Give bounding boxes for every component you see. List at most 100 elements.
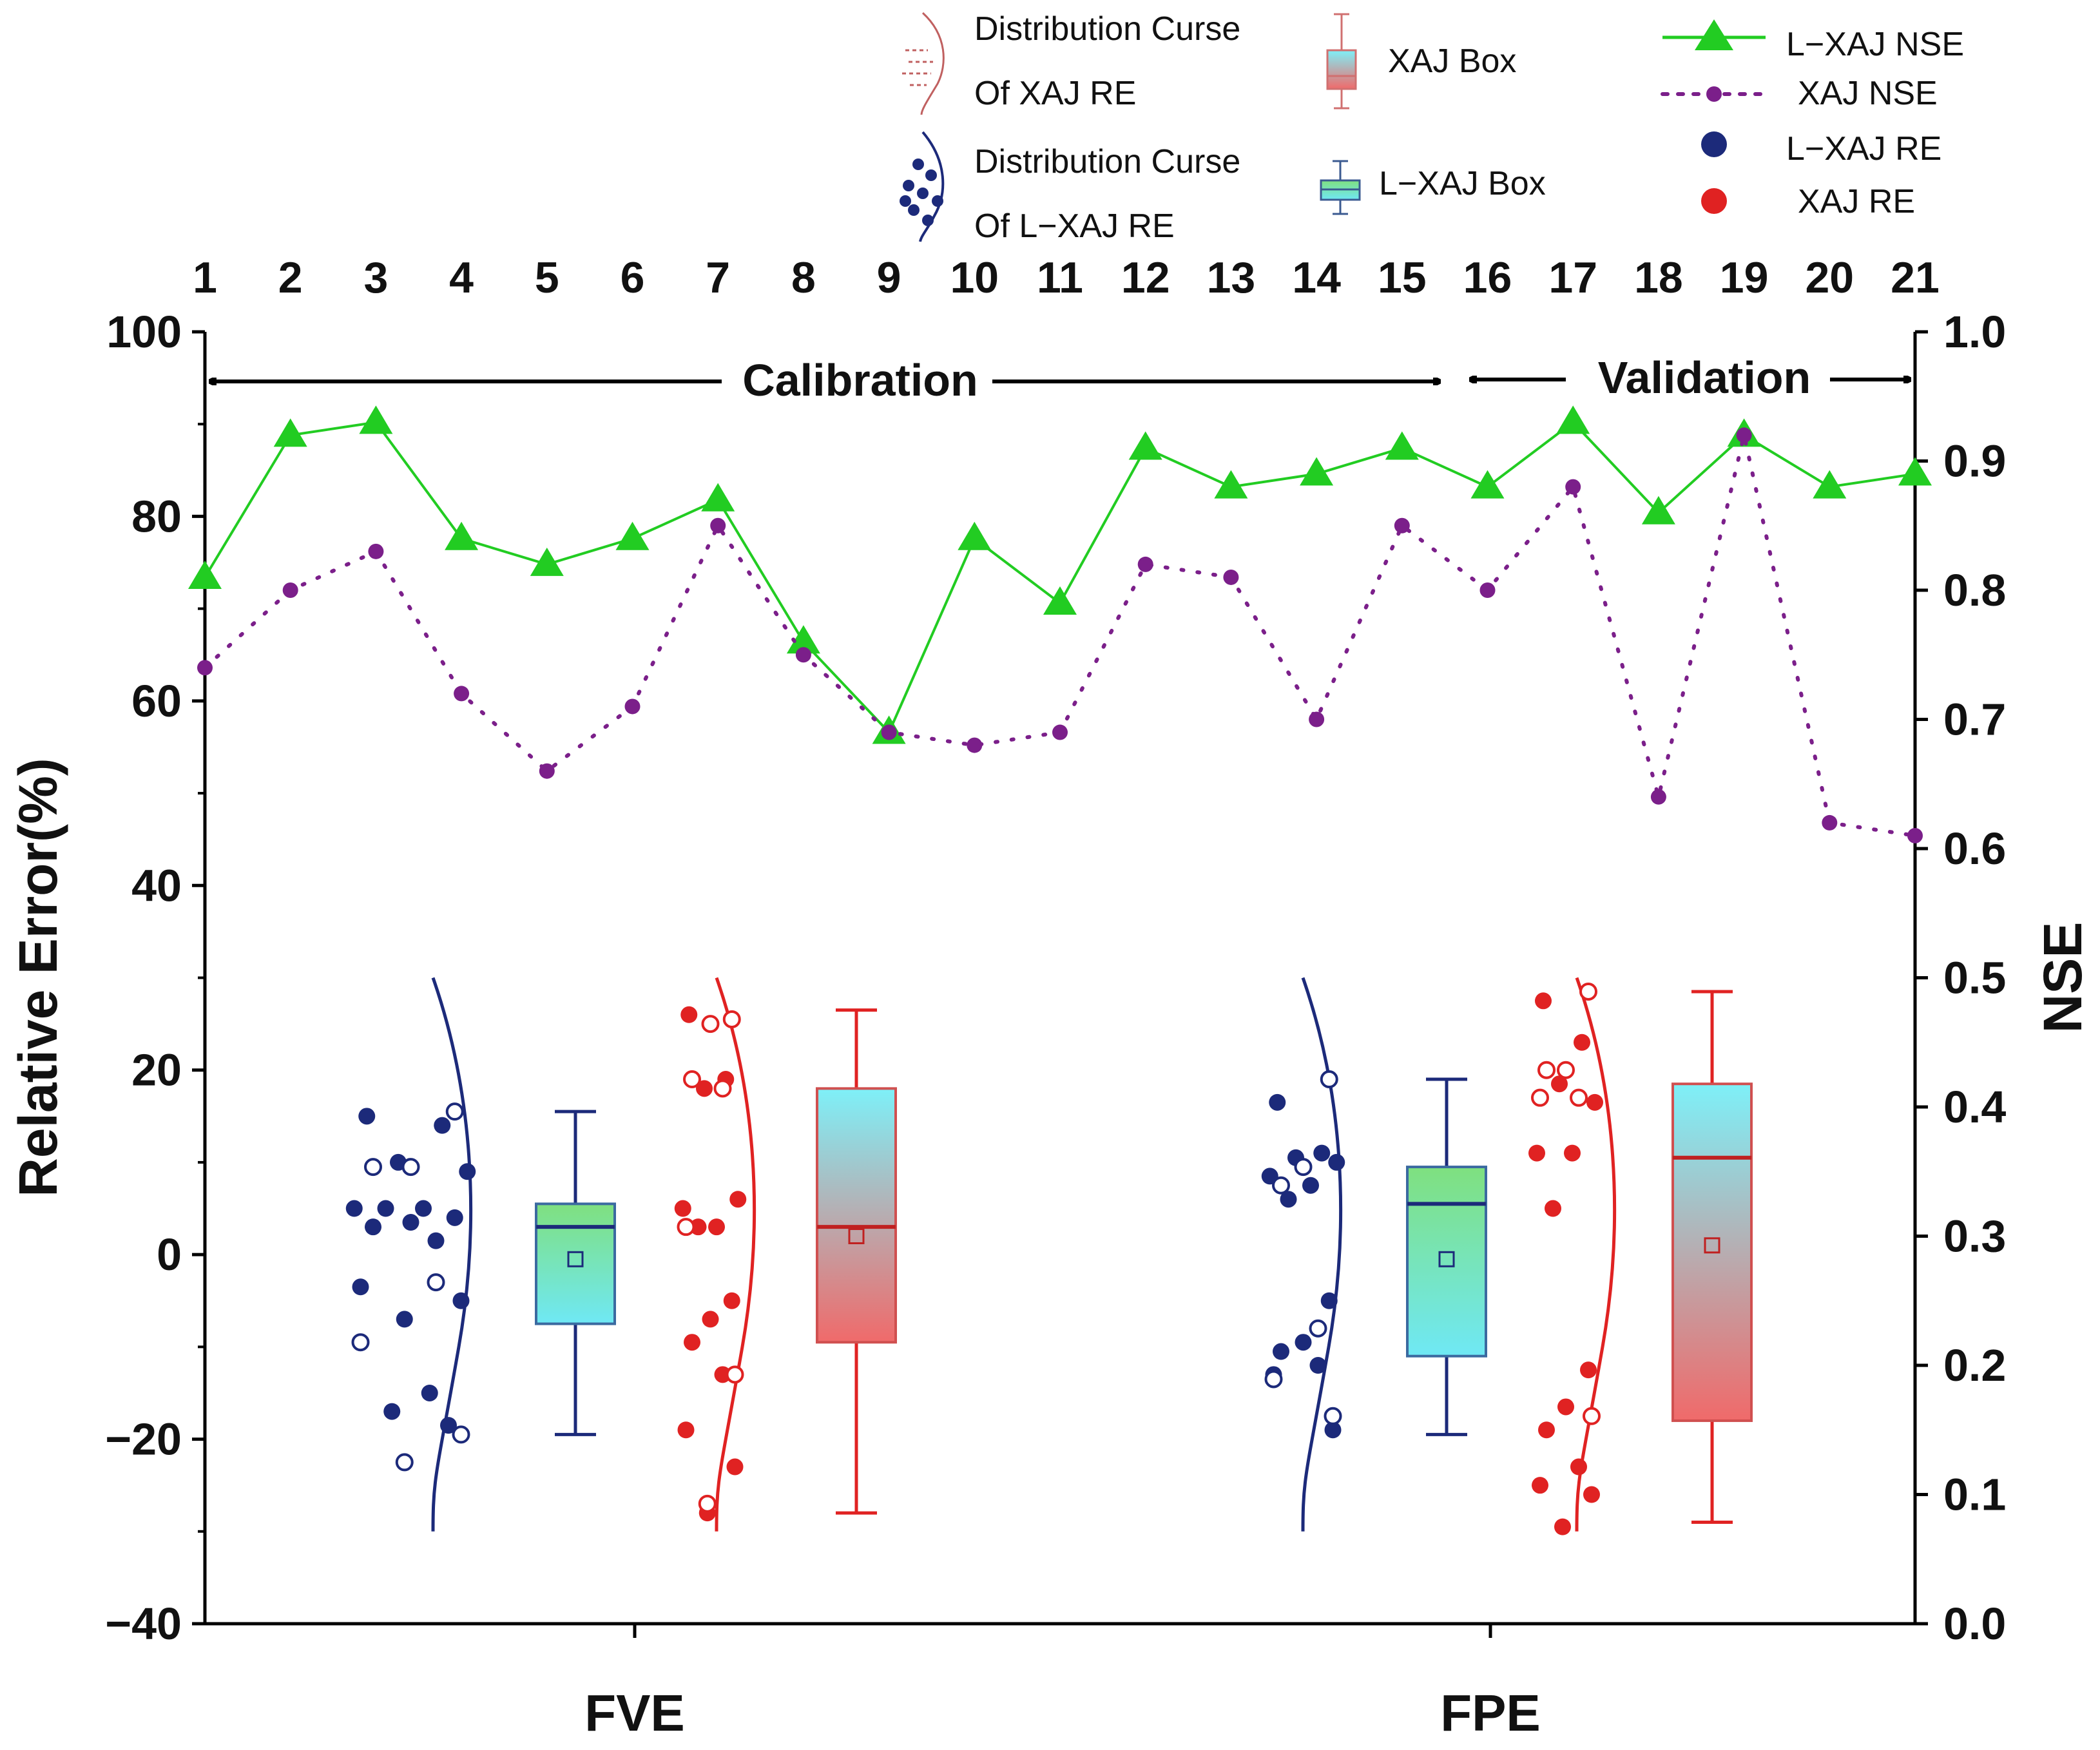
right-tick-label: 1.0 — [1943, 307, 2006, 357]
fve-lxaj-re-open-point — [445, 1102, 464, 1121]
top-tick-label: 1 — [193, 253, 217, 302]
top-tick-label: 3 — [363, 253, 388, 302]
bottom-category-label: FVE — [584, 1684, 685, 1742]
fpe-xaj-re-open-point — [1583, 1407, 1601, 1425]
period-annotation: Calibration Validation — [210, 352, 1910, 405]
fpe-lxaj-re-open-point — [1294, 1158, 1313, 1177]
top-tick-label: 18 — [1634, 253, 1683, 302]
fve-lxaj-re-point — [434, 1117, 451, 1134]
fve-lxaj-re-open-point — [364, 1158, 382, 1177]
fpe-xaj-re-point — [1551, 1075, 1568, 1093]
lxaj-nse-point — [701, 483, 735, 512]
left-tick-label: 20 — [131, 1045, 182, 1095]
legend-dist-xaj-line1: Distribution Curse — [974, 10, 1240, 48]
fve-lxaj-re-open-point — [395, 1453, 414, 1472]
top-tick-label: 8 — [791, 253, 816, 302]
fve-xaj-re-open-point — [722, 1010, 741, 1028]
lxaj-nse-point — [530, 547, 564, 576]
right-tick-label: 0.1 — [1943, 1470, 2006, 1520]
fve-lxaj-mean-marker — [567, 1251, 584, 1267]
fve-xaj-re-point — [723, 1292, 740, 1309]
top-tick-label: 5 — [535, 253, 559, 302]
xaj-nse-point — [1650, 789, 1666, 805]
fve-lxaj-box — [535, 1202, 616, 1325]
fve-lxaj-re-point — [345, 1200, 363, 1217]
left-tick-label: −20 — [105, 1414, 182, 1465]
lxaj-nse-point — [1300, 457, 1334, 486]
fpe-lxaj-mean-marker — [1438, 1251, 1455, 1267]
fve-lxaj-re-point — [421, 1384, 438, 1401]
fve-lxaj-re-point — [446, 1209, 463, 1226]
nse-series-layer — [188, 405, 1932, 843]
top-tick-label: 17 — [1548, 253, 1597, 302]
fpe-lxaj-distribution-curve — [1301, 977, 1343, 1532]
left-tick-label: −40 — [105, 1599, 182, 1649]
right-tick-label: 0.8 — [1943, 565, 2006, 615]
xaj-nse-point — [710, 517, 726, 534]
legend: Distribution Curse Of XAJ RE Distributio… — [900, 10, 1964, 245]
right-axis-title: NSE — [2032, 922, 2093, 1034]
bottom-axis-ticks: FVE FPE — [584, 1624, 1541, 1742]
xaj-nse-point — [1907, 827, 1923, 843]
fpe-xaj-re-point — [1545, 1200, 1561, 1217]
lxaj-nse-point — [188, 560, 222, 589]
dist-xaj-legend-icon — [902, 12, 945, 115]
fve-lxaj-re-point — [358, 1108, 376, 1125]
lxaj-nse-point — [1043, 586, 1077, 615]
xaj-nse-point — [1309, 711, 1325, 727]
fve-xaj-box — [816, 1087, 897, 1344]
xaj-nse-point — [1736, 427, 1752, 443]
fpe-lxaj-re-point — [1295, 1334, 1312, 1351]
fpe-lxaj-re-open-point — [1320, 1070, 1338, 1089]
fpe-xaj-re-point — [1528, 1144, 1545, 1162]
fve-lxaj-re-point — [396, 1311, 413, 1328]
fpe-xaj-re-point — [1535, 992, 1552, 1010]
xaj-nse-point — [454, 686, 470, 702]
xaj-box-legend-icon — [1326, 13, 1357, 110]
fpe-xaj-re-open-point — [1531, 1088, 1549, 1107]
xaj-nse-point — [624, 698, 641, 715]
top-tick-label: 2 — [278, 253, 303, 302]
fve-lxaj-re-point — [415, 1200, 432, 1217]
fpe-lxaj-re-open-point — [1264, 1370, 1283, 1389]
fve-lxaj-re-point — [402, 1214, 419, 1231]
left-tick-label: 100 — [106, 307, 182, 357]
legend-dist-lxaj-line1: Distribution Curse — [974, 143, 1240, 180]
fve-xaj-re-open-point — [726, 1365, 744, 1384]
top-tick-label: 12 — [1121, 253, 1170, 302]
fpe-lxaj-re-point — [1320, 1292, 1338, 1309]
xaj-re-legend-icon — [1701, 188, 1727, 214]
right-axis-ticks: 0.0 0.1 0.2 0.3 0.4 0.5 0.6 0.7 0.8 0.9 1.0 — [1915, 307, 2006, 1649]
fve-xaj-re-point — [689, 1218, 707, 1236]
left-axis-title: Relative Error(%) — [8, 758, 68, 1197]
fve-lxaj-re-point — [427, 1232, 445, 1249]
xaj-nse-point — [197, 660, 213, 676]
fpe-lxaj-re-point — [1269, 1093, 1286, 1111]
top-tick-label: 10 — [950, 253, 999, 302]
bottom-category-label: FPE — [1440, 1684, 1541, 1742]
top-tick-label: 16 — [1463, 253, 1512, 302]
top-tick-label: 6 — [621, 253, 645, 302]
lxaj-nse-point — [1898, 457, 1932, 486]
fve-xaj-re-open-point — [701, 1015, 720, 1034]
fpe-xaj-re-open-point — [1537, 1061, 1556, 1079]
fpe-lxaj-re-point — [1309, 1357, 1327, 1374]
lxaj-nse-point — [359, 405, 393, 434]
xaj-nse-point — [881, 724, 897, 740]
xaj-nse-point — [1822, 814, 1838, 831]
top-tick-label: 4 — [449, 253, 474, 302]
legend-lxaj-re: L−XAJ RE — [1786, 130, 1941, 168]
xaj-nse-point — [1137, 556, 1153, 572]
legend-xaj-re: XAJ RE — [1798, 183, 1915, 220]
top-tick-label: 14 — [1292, 253, 1341, 302]
fve-xaj-re-point — [680, 1006, 698, 1023]
lxaj-nse-point — [958, 521, 992, 550]
right-tick-label: 0.2 — [1943, 1340, 2006, 1390]
legend-dist-xaj-line2: Of XAJ RE — [974, 75, 1136, 112]
fve-xaj-re-point — [708, 1218, 725, 1236]
lxaj-nse-line — [204, 420, 1916, 735]
fve-lxaj-re-point — [452, 1292, 470, 1309]
right-tick-label: 0.7 — [1943, 695, 2006, 745]
xaj-nse-point — [1394, 517, 1410, 534]
